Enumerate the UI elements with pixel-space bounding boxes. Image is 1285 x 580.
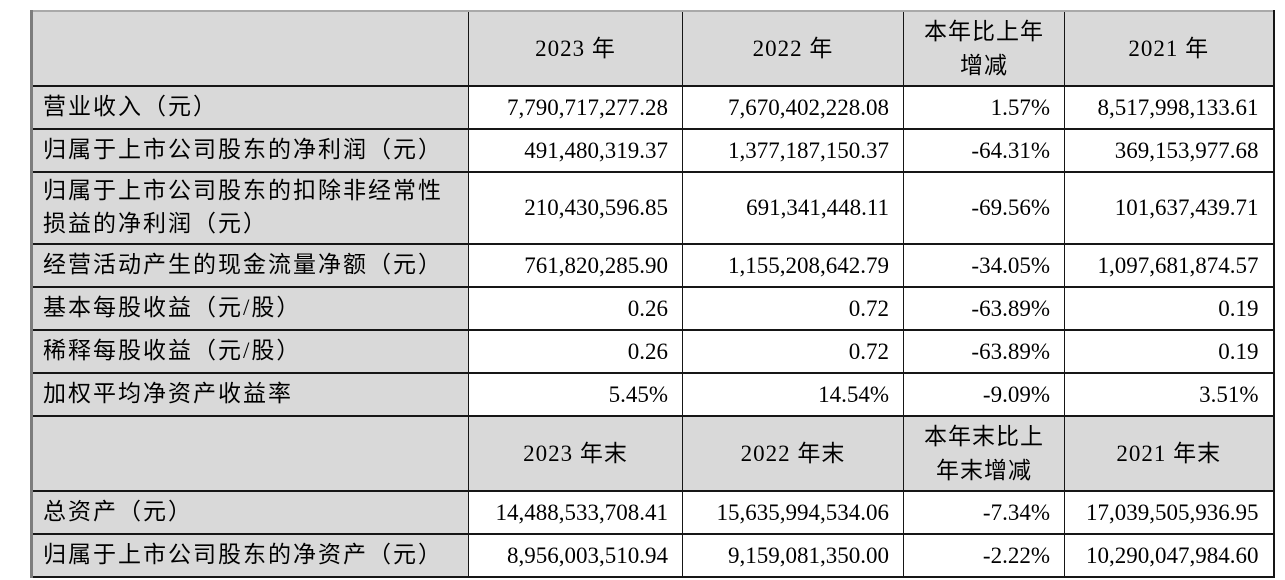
col-header-2022: 2022 年 — [682, 11, 904, 87]
row-label: 归属于上市公司股东的扣除非经常性损益的净利润（元） — [31, 171, 469, 245]
value-change: -34.05% — [903, 243, 1065, 288]
value-change: -69.56% — [903, 171, 1065, 245]
table-row-net-profit: 归属于上市公司股东的净利润（元） 491,480,319.37 1,377,18… — [31, 128, 1274, 173]
value-2021: 369,153,977.68 — [1064, 128, 1274, 173]
yoy-change-line1: 本年比上年 — [924, 19, 1044, 45]
value-2022: 1,155,208,642.79 — [682, 243, 904, 288]
row-label: 经营活动产生的现金流量净额（元） — [31, 243, 469, 288]
table-row-net-assets: 归属于上市公司股东的净资产（元） 8,956,003,510.94 9,159,… — [31, 533, 1274, 578]
value-2021: 8,517,998,133.61 — [1064, 85, 1274, 130]
value-2021: 17,039,505,936.95 — [1064, 490, 1274, 535]
row-label: 基本每股收益（元/股） — [31, 286, 469, 331]
table-row-weighted-avg-roe: 加权平均净资产收益率 5.45% 14.54% -9.09% 3.51% — [31, 372, 1274, 417]
financial-summary-table: 2023 年 2022 年 本年比上年 增减 2021 年 营业收入（元） 7,… — [30, 10, 1275, 578]
value-2022: 0.72 — [682, 286, 904, 331]
value-change: 1.57% — [903, 85, 1065, 130]
value-change: -64.31% — [903, 128, 1065, 173]
value-2021: 0.19 — [1064, 286, 1274, 331]
row-label: 加权平均净资产收益率 — [31, 372, 469, 417]
table-row-basic-eps: 基本每股收益（元/股） 0.26 0.72 -63.89% 0.19 — [31, 286, 1274, 331]
blank-corner-cell — [31, 415, 469, 492]
value-change: -2.22% — [903, 533, 1065, 578]
value-2022: 691,341,448.11 — [682, 171, 904, 245]
row-label: 营业收入（元） — [31, 85, 469, 130]
value-2021: 101,637,439.71 — [1064, 171, 1274, 245]
year-end-change-line1: 本年末比上 — [924, 424, 1044, 450]
col-header-2023-end: 2023 年末 — [468, 415, 683, 492]
value-2021: 1,097,681,874.57 — [1064, 243, 1274, 288]
year-end-header-row: 2023 年末 2022 年末 本年末比上 年末增减 2021 年末 — [31, 415, 1274, 492]
table-row-operating-cash-flow: 经营活动产生的现金流量净额（元） 761,820,285.90 1,155,20… — [31, 243, 1274, 288]
row-label: 归属于上市公司股东的净资产（元） — [31, 533, 469, 578]
annual-header-row: 2023 年 2022 年 本年比上年 增减 2021 年 — [31, 11, 1274, 87]
value-2022: 9,159,081,350.00 — [682, 533, 904, 578]
table-row-revenue: 营业收入（元） 7,790,717,277.28 7,670,402,228.0… — [31, 85, 1274, 130]
value-2021: 0.19 — [1064, 329, 1274, 374]
year-end-change-line2: 年末增减 — [936, 457, 1032, 483]
col-header-2023: 2023 年 — [468, 11, 683, 87]
col-header-year-end-change: 本年末比上 年末增减 — [903, 415, 1065, 492]
value-2023: 5.45% — [468, 372, 683, 417]
table-row-deducted-net-profit: 归属于上市公司股东的扣除非经常性损益的净利润（元） 210,430,596.85… — [31, 171, 1274, 245]
value-2023: 8,956,003,510.94 — [468, 533, 683, 578]
value-2021: 3.51% — [1064, 372, 1274, 417]
col-header-2021: 2021 年 — [1064, 11, 1274, 87]
value-2023: 0.26 — [468, 329, 683, 374]
value-2023: 761,820,285.90 — [468, 243, 683, 288]
col-header-2022-end: 2022 年末 — [682, 415, 904, 492]
col-header-2021-end: 2021 年末 — [1064, 415, 1274, 492]
value-change: -63.89% — [903, 329, 1065, 374]
value-2023: 0.26 — [468, 286, 683, 331]
row-label: 归属于上市公司股东的净利润（元） — [31, 128, 469, 173]
value-2022: 0.72 — [682, 329, 904, 374]
value-2023: 14,488,533,708.41 — [468, 490, 683, 535]
blank-corner-cell — [31, 11, 469, 87]
value-2023: 7,790,717,277.28 — [468, 85, 683, 130]
value-change: -7.34% — [903, 490, 1065, 535]
row-label: 稀释每股收益（元/股） — [31, 329, 469, 374]
value-change: -63.89% — [903, 286, 1065, 331]
col-header-yoy-change: 本年比上年 增减 — [903, 11, 1065, 87]
value-2021: 10,290,047,984.60 — [1064, 533, 1274, 578]
row-label: 总资产（元） — [31, 490, 469, 535]
yoy-change-line2: 增减 — [960, 52, 1008, 78]
value-2022: 1,377,187,150.37 — [682, 128, 904, 173]
value-2022: 7,670,402,228.08 — [682, 85, 904, 130]
value-2023: 491,480,319.37 — [468, 128, 683, 173]
value-2023: 210,430,596.85 — [468, 171, 683, 245]
value-2022: 14.54% — [682, 372, 904, 417]
table-row-diluted-eps: 稀释每股收益（元/股） 0.26 0.72 -63.89% 0.19 — [31, 329, 1274, 374]
table-row-total-assets: 总资产（元） 14,488,533,708.41 15,635,994,534.… — [31, 490, 1274, 535]
value-change: -9.09% — [903, 372, 1065, 417]
value-2022: 15,635,994,534.06 — [682, 490, 904, 535]
